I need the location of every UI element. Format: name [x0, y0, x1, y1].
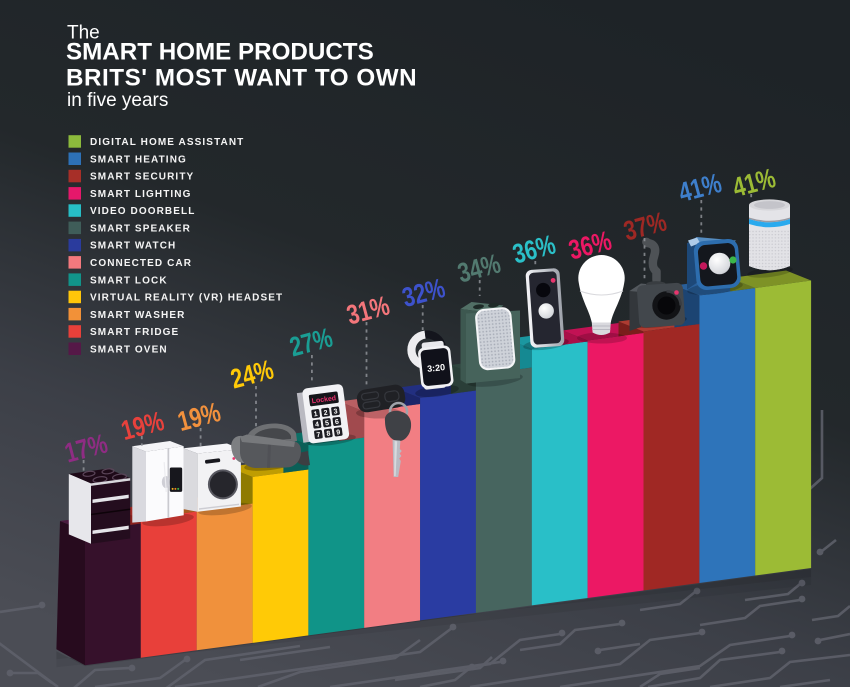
svg-text:SMART HEATING: SMART HEATING [90, 154, 187, 165]
svg-text:VIDEO DOORBELL: VIDEO DOORBELL [90, 206, 195, 217]
svg-text:in five years: in five years [67, 90, 168, 111]
svg-text:VIRTUAL REALITY (VR) HEADSET: VIRTUAL REALITY (VR) HEADSET [90, 293, 283, 304]
svg-text:4: 4 [315, 421, 320, 428]
svg-text:The: The [67, 23, 100, 44]
svg-text:SMART LOCK: SMART LOCK [90, 275, 168, 286]
svg-text:6: 6 [335, 419, 340, 426]
svg-text:BRITS' MOST WANT TO OWN: BRITS' MOST WANT TO OWN [66, 65, 417, 92]
svg-text:SMART HOME PRODUCTS: SMART HOME PRODUCTS [66, 39, 374, 66]
svg-text:CONNECTED CAR: CONNECTED CAR [90, 258, 192, 269]
svg-text:SMART WASHER: SMART WASHER [90, 310, 185, 321]
svg-text:2: 2 [323, 410, 328, 417]
svg-text:5: 5 [325, 420, 330, 427]
svg-text:SMART LIGHTING: SMART LIGHTING [90, 189, 192, 200]
svg-text:1: 1 [313, 411, 318, 418]
svg-text:DIGITAL HOME ASSISTANT: DIGITAL HOME ASSISTANT [90, 137, 244, 148]
svg-text:SMART OVEN: SMART OVEN [90, 344, 168, 355]
svg-text:3:20: 3:20 [427, 362, 446, 374]
svg-text:SMART FRIDGE: SMART FRIDGE [90, 327, 179, 338]
svg-text:SMART SPEAKER: SMART SPEAKER [90, 223, 191, 234]
svg-text:SMART SECURITY: SMART SECURITY [90, 172, 194, 183]
svg-text:SMART WATCH: SMART WATCH [90, 241, 176, 252]
svg-text:8: 8 [326, 430, 331, 437]
svg-text:Locked: Locked [311, 395, 336, 405]
svg-text:9: 9 [336, 429, 341, 436]
svg-text:7: 7 [316, 432, 321, 439]
svg-text:3: 3 [333, 408, 338, 415]
